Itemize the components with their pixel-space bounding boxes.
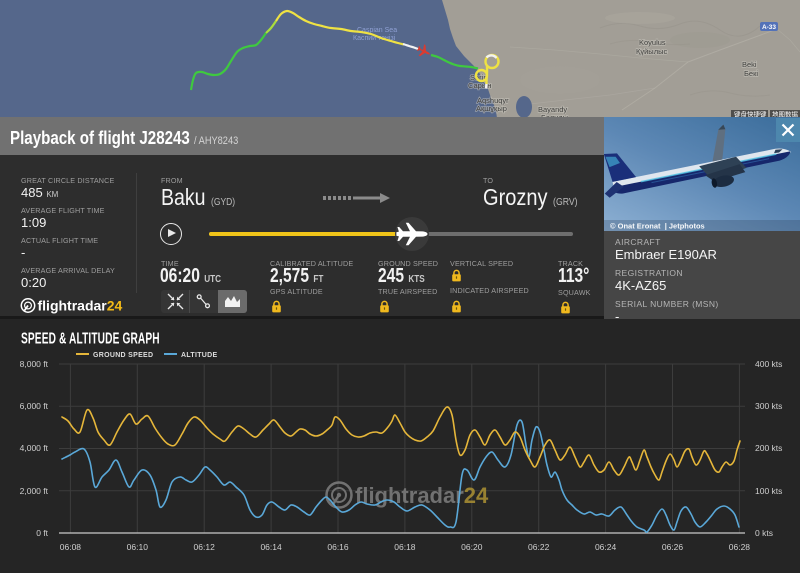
svg-text:06:14: 06:14 <box>260 542 282 552</box>
svg-text:06:24: 06:24 <box>595 542 617 552</box>
svg-text:4,000 ft: 4,000 ft <box>20 443 49 453</box>
svg-text:200 kts: 200 kts <box>755 443 782 453</box>
svg-text:0 ft: 0 ft <box>36 528 48 538</box>
svg-text:Қүйылыс: Қүйылыс <box>636 47 667 56</box>
svg-text:06:22: 06:22 <box>528 542 550 552</box>
svg-text:06:08: 06:08 <box>60 542 82 552</box>
svg-text:A-33: A-33 <box>762 24 776 31</box>
svg-text:Бекі: Бекі <box>744 69 758 78</box>
svg-text:Caspian Sea: Caspian Sea <box>357 27 397 34</box>
svg-text:ALTITUDE: ALTITUDE <box>181 352 218 359</box>
svg-text:Баянды: Баянды <box>541 113 568 118</box>
svg-text:06:10: 06:10 <box>127 542 149 552</box>
svg-text:300 kts: 300 kts <box>755 401 782 411</box>
svg-text:Bayandy: Bayandy <box>538 105 567 114</box>
svg-text:Каспий теңізі: Каспий теңізі <box>353 34 396 42</box>
svg-text:Сарын: Сарын <box>468 81 491 90</box>
svg-text:06:28: 06:28 <box>729 542 751 552</box>
svg-text:Баянды: Баянды <box>541 113 568 118</box>
svg-text:Aqshuqyr: Aqshuqyr <box>477 96 509 105</box>
svg-text:Қүйылыс: Қүйылыс <box>636 47 667 56</box>
svg-text:GROUND SPEED: GROUND SPEED <box>93 352 153 359</box>
svg-text:Sarin: Sarin <box>470 73 488 82</box>
svg-text:Koyulus: Koyulus <box>639 38 666 47</box>
svg-text:0 kts: 0 kts <box>755 528 773 538</box>
svg-text:SPEED & ALTITUDE GRAPH: SPEED & ALTITUDE GRAPH <box>21 329 160 347</box>
svg-text:2,000 ft: 2,000 ft <box>20 486 49 496</box>
svg-text:06:16: 06:16 <box>327 542 349 552</box>
svg-text:Бекі: Бекі <box>744 69 758 78</box>
svg-text:Bayandy: Bayandy <box>538 105 567 114</box>
svg-text:Ақшұқыр: Ақшұқыр <box>476 104 507 113</box>
svg-text:Beki: Beki <box>742 60 757 69</box>
svg-text:100 kts: 100 kts <box>755 486 782 496</box>
svg-text:Aqshuqyr: Aqshuqyr <box>477 96 509 105</box>
svg-text:地图数据: 地图数据 <box>772 110 799 119</box>
svg-text:06:18: 06:18 <box>394 542 416 552</box>
svg-text:键盘快捷键: 键盘快捷键 <box>734 110 767 119</box>
svg-text:06:12: 06:12 <box>194 542 216 552</box>
svg-text:Sarin: Sarin <box>470 73 488 82</box>
svg-text:06:26: 06:26 <box>662 542 684 552</box>
svg-text:Beki: Beki <box>742 60 757 69</box>
svg-text:8,000 ft: 8,000 ft <box>20 359 49 369</box>
svg-text:Сарын: Сарын <box>468 81 491 90</box>
svg-text:Koyulus: Koyulus <box>639 38 666 47</box>
svg-text:© Onat Eronat | Jetphotos: © Onat Eronat | Jetphotos <box>610 222 705 231</box>
svg-text:flightradar24: flightradar24 <box>38 298 123 314</box>
svg-text:6,000 ft: 6,000 ft <box>20 401 49 411</box>
svg-text:400 kts: 400 kts <box>755 359 782 369</box>
svg-text:06:20: 06:20 <box>461 542 483 552</box>
svg-text:Ақшұқыр: Ақшұқыр <box>476 104 507 113</box>
